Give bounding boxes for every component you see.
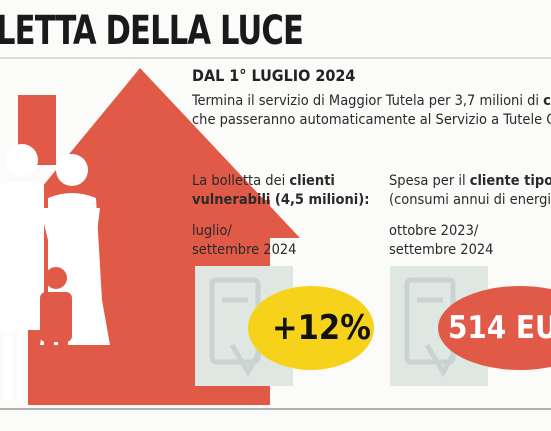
text: cliente tipo bbox=[469, 173, 551, 189]
text: cl bbox=[543, 93, 551, 109]
badge-text: +12% bbox=[272, 308, 371, 348]
text: settembre 2024 bbox=[192, 242, 297, 258]
text: ottobre 2023/ bbox=[389, 223, 479, 239]
right-period: ottobre 2023/settembre 2024 bbox=[389, 222, 493, 260]
left-period: luglio/settembre 2024 bbox=[192, 222, 296, 260]
subtitle: DAL 1° LUGLIO 2024 bbox=[192, 66, 356, 85]
title: LETTA DELLA LUCE bbox=[0, 8, 304, 54]
badge-ellipse bbox=[438, 286, 551, 370]
text: clienti bbox=[289, 173, 335, 189]
text: (consumi annui di energia bbox=[389, 192, 551, 208]
text: Spesa per il bbox=[389, 173, 470, 189]
text: vulnerabili (4,5 milioni): bbox=[192, 192, 370, 208]
right-label: Spesa per il cliente tipo n(consumi annu… bbox=[389, 172, 551, 210]
badge-text: 514 EURO bbox=[448, 310, 551, 346]
intro-text: Termina il servizio di Maggior Tutela pe… bbox=[192, 92, 551, 130]
badge-ellipse bbox=[248, 286, 374, 370]
text: Termina il servizio di Maggior Tutela pe… bbox=[192, 93, 544, 109]
text: luglio/ bbox=[192, 223, 232, 239]
text: che passeranno automaticamente al Serviz… bbox=[192, 112, 551, 128]
text: La bolletta dei bbox=[192, 173, 290, 189]
text: settembre 2024 bbox=[389, 242, 494, 258]
left-label: La bolletta dei clienti vulnerabili (4,5 … bbox=[192, 172, 369, 210]
